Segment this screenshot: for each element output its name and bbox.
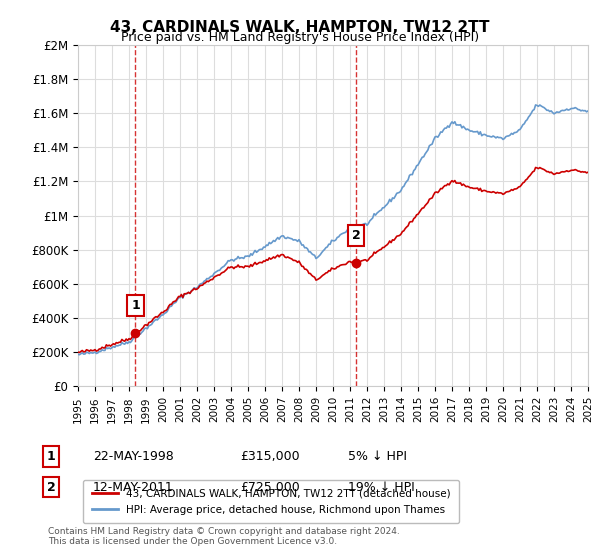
Text: £725,000: £725,000 bbox=[240, 480, 300, 494]
Text: 1: 1 bbox=[47, 450, 55, 463]
Text: 12-MAY-2011: 12-MAY-2011 bbox=[93, 480, 174, 494]
Text: 1: 1 bbox=[131, 299, 140, 312]
Text: 2: 2 bbox=[47, 480, 55, 494]
Text: 22-MAY-1998: 22-MAY-1998 bbox=[93, 450, 174, 463]
Text: 19% ↓ HPI: 19% ↓ HPI bbox=[348, 480, 415, 494]
Text: 43, CARDINALS WALK, HAMPTON, TW12 2TT: 43, CARDINALS WALK, HAMPTON, TW12 2TT bbox=[110, 20, 490, 35]
Text: 2: 2 bbox=[352, 229, 361, 242]
Text: Contains HM Land Registry data © Crown copyright and database right 2024.
This d: Contains HM Land Registry data © Crown c… bbox=[48, 526, 400, 546]
Text: Price paid vs. HM Land Registry's House Price Index (HPI): Price paid vs. HM Land Registry's House … bbox=[121, 31, 479, 44]
Legend: 43, CARDINALS WALK, HAMPTON, TW12 2TT (detached house), HPI: Average price, deta: 43, CARDINALS WALK, HAMPTON, TW12 2TT (d… bbox=[83, 480, 459, 523]
Text: 5% ↓ HPI: 5% ↓ HPI bbox=[348, 450, 407, 463]
Text: £315,000: £315,000 bbox=[240, 450, 299, 463]
